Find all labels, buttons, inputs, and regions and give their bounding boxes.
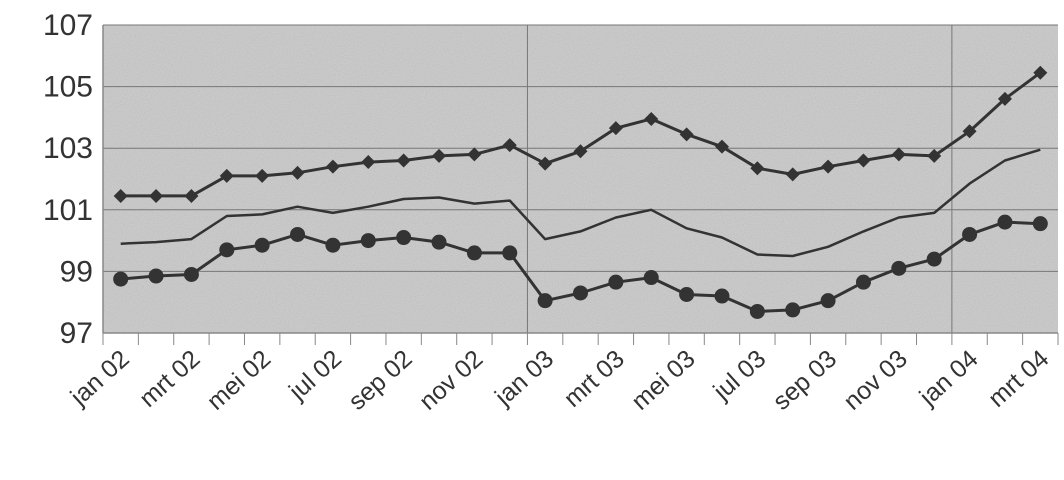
x-tick-label: mei 02 bbox=[202, 345, 277, 416]
diamond-marker bbox=[113, 188, 128, 203]
circle-marker bbox=[573, 285, 588, 301]
diamond-marker bbox=[255, 168, 270, 183]
circle-marker bbox=[113, 271, 129, 287]
x-tick-label: mrt 03 bbox=[558, 345, 629, 413]
circle-marker bbox=[254, 237, 270, 253]
diamond-marker bbox=[290, 165, 305, 180]
diamond-marker bbox=[396, 153, 411, 168]
y-tick-label: 101 bbox=[43, 194, 93, 227]
y-tick-label: 107 bbox=[43, 9, 93, 42]
x-tick-label: mrt 02 bbox=[134, 345, 205, 413]
diamond-marker bbox=[821, 159, 836, 174]
series-3 bbox=[113, 214, 1048, 319]
x-tick-label: sep 03 bbox=[768, 345, 843, 416]
diamond-marker bbox=[1033, 65, 1048, 80]
x-tick-label: nov 02 bbox=[414, 345, 489, 416]
diamond-marker bbox=[679, 127, 694, 142]
circle-marker bbox=[325, 237, 341, 253]
circle-marker bbox=[1032, 216, 1048, 232]
circle-marker bbox=[148, 268, 164, 284]
circle-marker bbox=[643, 270, 659, 286]
circle-marker bbox=[431, 234, 447, 250]
y-tick-label: 103 bbox=[43, 132, 93, 165]
circle-marker bbox=[926, 251, 942, 267]
x-tick-label: nov 03 bbox=[838, 345, 913, 416]
series-layer bbox=[113, 65, 1048, 319]
circle-marker bbox=[183, 266, 199, 282]
diamond-marker bbox=[219, 168, 234, 183]
x-tick-label: jan 02 bbox=[65, 345, 135, 412]
circle-marker bbox=[785, 302, 801, 318]
x-tick-label: jan 03 bbox=[489, 345, 559, 412]
diamond-marker bbox=[714, 139, 729, 154]
circle-marker bbox=[891, 260, 907, 276]
diamond-marker bbox=[149, 188, 164, 203]
circle-marker bbox=[997, 214, 1013, 230]
x-tick-label: sep 02 bbox=[343, 345, 418, 416]
series-line bbox=[120, 148, 1041, 258]
diamond-marker bbox=[962, 124, 977, 139]
diamond-marker bbox=[750, 161, 765, 176]
diamond-marker bbox=[467, 147, 482, 162]
x-tick-label: mrt 04 bbox=[983, 345, 1054, 413]
diamond-marker bbox=[644, 111, 659, 126]
diamond-marker bbox=[432, 148, 447, 163]
circle-marker bbox=[360, 233, 376, 249]
circle-marker bbox=[820, 293, 836, 309]
diamond-marker bbox=[538, 156, 553, 171]
circle-marker bbox=[502, 245, 518, 261]
diamond-marker bbox=[184, 188, 199, 203]
x-tick-label: jul 03 bbox=[707, 345, 771, 406]
x-tick-label: mei 03 bbox=[626, 345, 701, 416]
diamond-marker bbox=[502, 138, 517, 153]
x-tick-label: jul 02 bbox=[283, 345, 347, 406]
circle-marker bbox=[290, 226, 306, 242]
circle-marker bbox=[714, 288, 730, 304]
circle-marker bbox=[962, 226, 978, 242]
y-tick-label: 99 bbox=[60, 255, 93, 288]
circle-marker bbox=[537, 293, 553, 309]
diamond-marker bbox=[325, 159, 340, 174]
circle-marker bbox=[396, 230, 412, 246]
circle-marker bbox=[219, 242, 235, 258]
diamond-marker bbox=[997, 91, 1012, 106]
diamond-marker bbox=[927, 148, 942, 163]
diamond-marker bbox=[785, 167, 800, 182]
series-2 bbox=[120, 148, 1041, 258]
y-tick-label: 105 bbox=[43, 71, 93, 104]
y-axis-tick-labels: 107 105 103 101 99 97 bbox=[43, 9, 93, 350]
diamond-marker bbox=[856, 153, 871, 168]
circle-marker bbox=[608, 274, 624, 290]
diamond-marker bbox=[573, 144, 588, 159]
series-1 bbox=[113, 65, 1048, 203]
y-tick-label: 97 bbox=[60, 317, 93, 350]
diamond-marker bbox=[891, 147, 906, 162]
x-tick-label: jan 04 bbox=[913, 345, 983, 412]
circle-marker bbox=[855, 274, 871, 290]
diamond-marker bbox=[608, 121, 623, 136]
circle-marker bbox=[679, 287, 695, 302]
circle-marker bbox=[466, 245, 482, 261]
axes bbox=[102, 25, 1059, 345]
circle-marker bbox=[749, 303, 765, 319]
diamond-marker bbox=[361, 155, 376, 170]
